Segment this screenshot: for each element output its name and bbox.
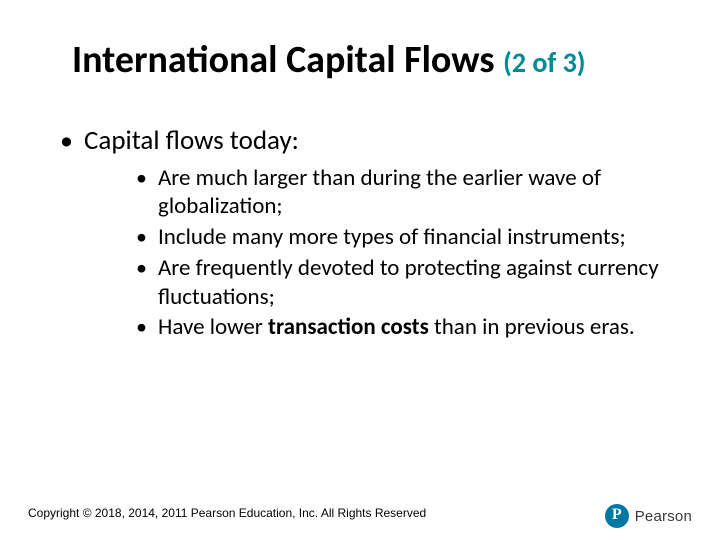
point-text: Include many more types of financial ins… [158, 223, 626, 251]
point-text: Are much larger than during the earlier … [158, 164, 601, 221]
point-text-pre: Have lower [158, 313, 268, 341]
copyright-text: Copyright © 2018, 2014, 2011 Pearson Edu… [28, 506, 426, 520]
title-page-indicator: (2 of 3) [503, 45, 585, 80]
bullet-list-level1: Capital flows today: Are much larger tha… [58, 124, 670, 342]
slide: International Capital Flows (2 of 3) Cap… [0, 0, 720, 540]
slide-title: International Capital Flows (2 of 3) [72, 40, 670, 82]
lead-text: Capital flows today: [84, 124, 299, 157]
list-item: Have lower transaction costs than in pre… [136, 313, 670, 342]
bullet-list-level2: Are much larger than during the earlier … [136, 164, 670, 343]
pearson-logo-icon: P [605, 504, 629, 528]
point-text: Are frequently devoted to protecting aga… [158, 254, 659, 311]
list-item: Are much larger than during the earlier … [136, 164, 670, 222]
brand-letter: P [612, 507, 622, 523]
brand-footer: P Pearson [605, 504, 692, 528]
brand-name: Pearson [635, 508, 692, 525]
title-main: International Capital Flows [72, 37, 495, 83]
list-item: Include many more types of financial ins… [136, 223, 670, 252]
list-item: Are frequently devoted to protecting aga… [136, 254, 670, 312]
list-item: Capital flows today: Are much larger tha… [58, 124, 670, 342]
point-text-post: than in previous eras. [429, 313, 635, 341]
point-text-bold: transaction costs [268, 313, 429, 341]
